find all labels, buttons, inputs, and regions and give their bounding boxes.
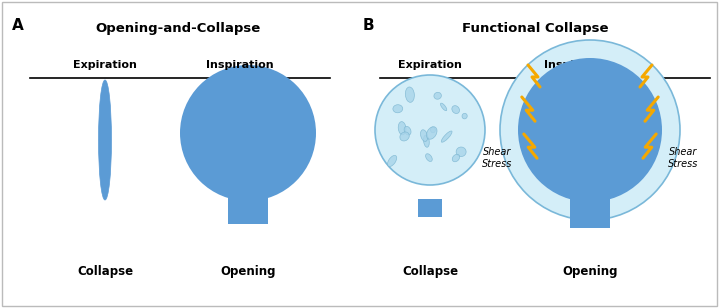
Ellipse shape (421, 130, 428, 141)
Bar (228, 196, 268, 224)
Text: Inspiration: Inspiration (206, 60, 274, 70)
Ellipse shape (441, 103, 446, 111)
Bar (570, 120, 610, 182)
Ellipse shape (462, 113, 467, 119)
Text: Opening: Opening (220, 265, 276, 278)
Text: Inspiration: Inspiration (544, 60, 612, 70)
Ellipse shape (400, 132, 409, 141)
Text: Collapse: Collapse (77, 265, 133, 278)
Circle shape (375, 75, 485, 185)
Circle shape (518, 58, 662, 202)
Ellipse shape (426, 154, 432, 161)
Ellipse shape (398, 122, 406, 135)
Text: Expiration: Expiration (398, 60, 462, 70)
Ellipse shape (456, 147, 466, 156)
Text: Collapse: Collapse (402, 265, 458, 278)
Text: Expiration: Expiration (73, 60, 137, 70)
Bar (570, 196, 610, 228)
Text: A: A (12, 18, 24, 33)
Ellipse shape (452, 106, 459, 114)
Ellipse shape (441, 131, 452, 142)
Ellipse shape (406, 87, 414, 102)
Text: Shear
Stress: Shear Stress (668, 147, 698, 169)
Circle shape (500, 40, 680, 220)
Ellipse shape (99, 80, 111, 200)
Text: Opening-and-Collapse: Opening-and-Collapse (96, 22, 260, 35)
Text: Shear
Stress: Shear Stress (482, 147, 512, 169)
Ellipse shape (404, 126, 411, 135)
Ellipse shape (423, 135, 429, 147)
Bar (418, 199, 442, 217)
Text: Opening: Opening (562, 265, 618, 278)
Ellipse shape (434, 92, 441, 99)
Ellipse shape (393, 105, 403, 113)
Circle shape (180, 65, 316, 201)
Ellipse shape (431, 127, 436, 133)
Ellipse shape (426, 127, 437, 139)
Ellipse shape (388, 156, 397, 167)
Text: Functional Collapse: Functional Collapse (462, 22, 608, 35)
Text: B: B (363, 18, 375, 33)
Ellipse shape (452, 154, 459, 162)
